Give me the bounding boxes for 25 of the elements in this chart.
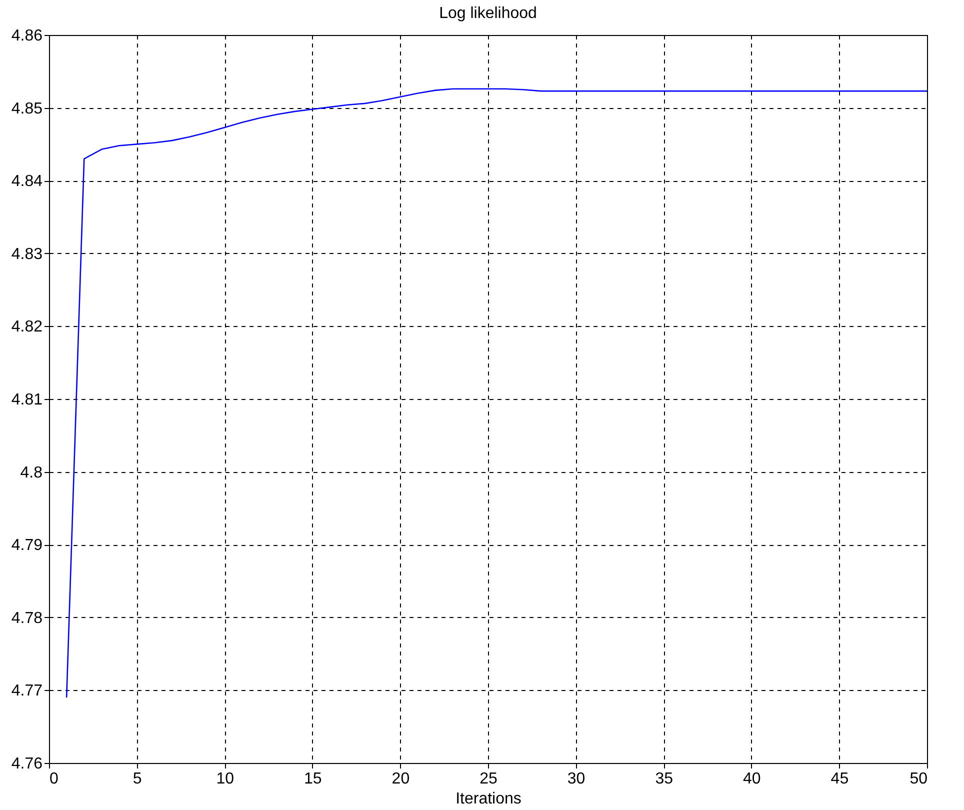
- line-series: [66, 88, 928, 698]
- x-tick-label: 15: [304, 770, 322, 788]
- y-tick-label: 4.81: [11, 392, 43, 408]
- x-tick-label: 25: [480, 770, 498, 788]
- x-tick-label: 0: [50, 770, 58, 788]
- y-tick-label: 4.86: [11, 28, 43, 44]
- x-tick-label: 40: [743, 770, 761, 788]
- y-tick-label: 4.83: [11, 246, 43, 263]
- y-tick-label: 4.82: [11, 318, 43, 336]
- x-tick-label: 10: [216, 770, 234, 788]
- y-tick-label: 4.8: [20, 464, 43, 482]
- y-tick-label: 4.85: [11, 100, 43, 118]
- y-tick-label: 4.84: [11, 173, 43, 190]
- x-tick-label: 20: [392, 770, 410, 788]
- y-tick-label: 4.79: [11, 537, 43, 554]
- y-tick-label: 4.76: [11, 756, 43, 772]
- x-tick-label: 30: [567, 770, 586, 788]
- x-tick-label: 5: [132, 770, 142, 788]
- y-tick-label: 4.78: [11, 610, 43, 627]
- x-axis-title: Iterations: [456, 790, 522, 808]
- x-tick-label: 50: [910, 770, 928, 788]
- y-tick-label: 4.77: [11, 682, 43, 700]
- chart-title: Log likelihood: [439, 5, 537, 22]
- x-tick-label: 45: [830, 770, 849, 788]
- x-tick-label: 35: [655, 770, 674, 788]
